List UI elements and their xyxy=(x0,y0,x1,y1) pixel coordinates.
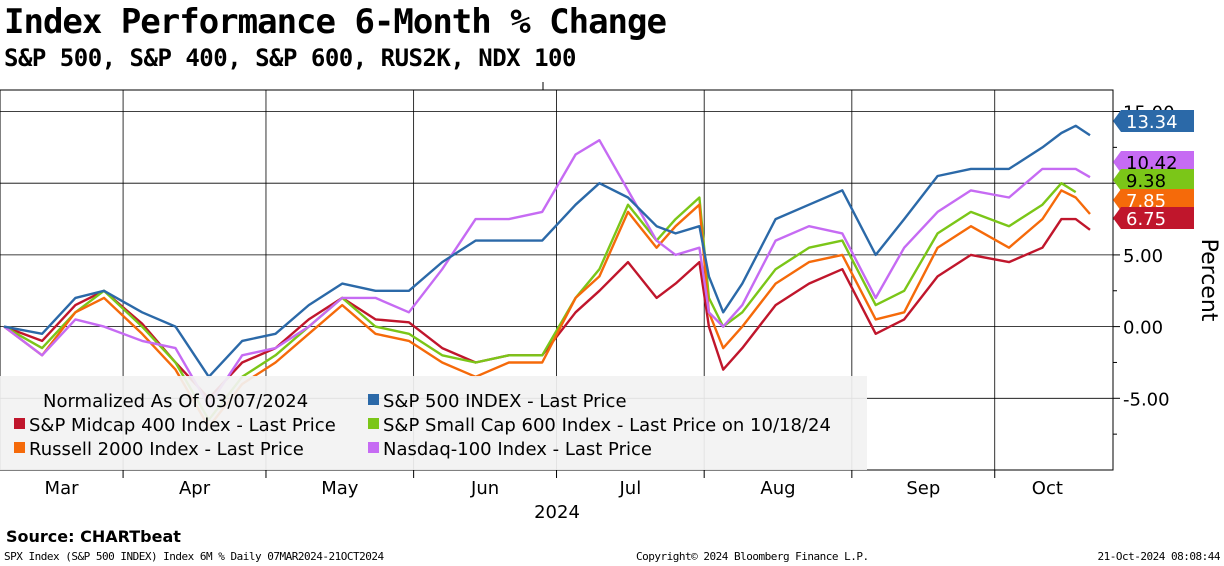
end-value-tag xyxy=(1113,207,1194,229)
chart-title: Index Performance 6-Month % Change xyxy=(4,2,667,42)
footer-timestamp: 21-Oct-2024 08:08:44 xyxy=(1097,550,1221,563)
x-tick-label: Mar xyxy=(45,478,80,499)
end-value-label: 9.38 xyxy=(1126,171,1166,192)
legend-swatch xyxy=(14,442,25,453)
end-value-label: 13.34 xyxy=(1126,112,1178,133)
footer-series-info: SPX Index (S&P 500 INDEX) Index 6M % Dai… xyxy=(4,550,384,563)
legend-swatch xyxy=(368,442,379,453)
y-tick-label: -5.00 xyxy=(1123,389,1170,410)
x-tick-label: Oct xyxy=(1032,478,1063,499)
x-axis-label: 2024 xyxy=(534,502,580,523)
x-tick-label: May xyxy=(321,478,359,499)
legend-swatch xyxy=(368,394,379,405)
legend-entry: Russell 2000 Index - Last Price xyxy=(29,439,304,460)
y-axis-label: Percent xyxy=(1196,239,1221,322)
legend-entry: S&P Midcap 400 Index - Last Price xyxy=(29,415,336,436)
chart-subtitle: S&P 500, S&P 400, S&P 600, RUS2K, NDX 10… xyxy=(4,44,576,72)
legend-swatch xyxy=(14,418,25,429)
x-tick-label: Sep xyxy=(906,478,940,499)
x-tick-label: Jul xyxy=(618,478,641,499)
footer-copyright: Copyright© 2024 Bloomberg Finance L.P. xyxy=(636,550,869,563)
end-value-label: 6.75 xyxy=(1126,209,1166,230)
end-value-tag xyxy=(1113,151,1194,173)
legend-entry: S&P 500 INDEX - Last Price xyxy=(383,391,627,412)
series-line xyxy=(3,124,1091,378)
y-tick-label: 0.00 xyxy=(1123,318,1163,339)
legend-entry: S&P Small Cap 600 Index - Last Price on … xyxy=(383,415,831,436)
legend-entry: Nasdaq-100 Index - Last Price xyxy=(383,439,652,460)
x-tick-label: Apr xyxy=(179,478,211,499)
y-tick-label: 5.00 xyxy=(1123,246,1163,267)
end-value-tag xyxy=(1113,189,1194,211)
x-tick-label: Jun xyxy=(470,478,499,499)
legend-swatch xyxy=(368,418,379,429)
legend-box xyxy=(0,376,867,470)
end-value-tag xyxy=(1113,169,1194,191)
legend-note: Normalized As Of 03/07/2024 xyxy=(43,391,308,412)
x-tick-label: Aug xyxy=(760,478,795,499)
end-value-label: 7.85 xyxy=(1126,191,1166,212)
end-value-tag xyxy=(1113,110,1194,132)
series-line xyxy=(3,139,1091,407)
end-value-label: 10.42 xyxy=(1126,153,1178,174)
series-line xyxy=(3,217,1091,400)
source-note: Source: CHARTbeat xyxy=(6,527,181,546)
